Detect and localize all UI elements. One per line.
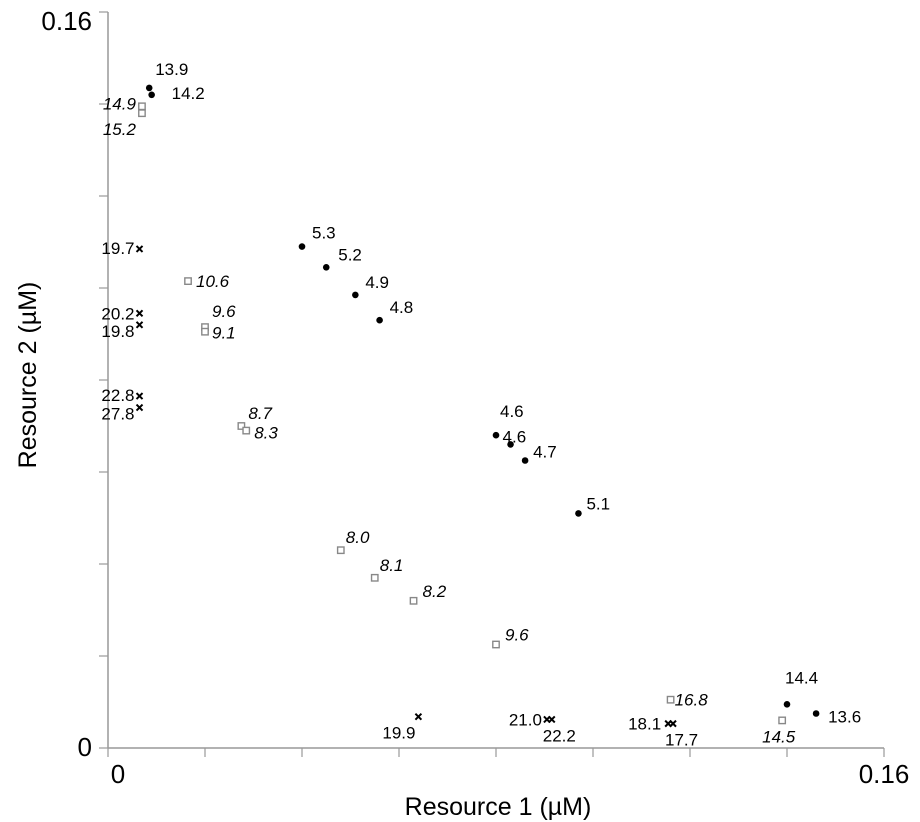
point-label: 22.8 (101, 386, 134, 405)
point-label: 10.6 (196, 272, 230, 291)
point-marker-square (666, 695, 675, 704)
x-tick-label-max: 0.16 (859, 759, 910, 789)
x-axis-ticks (107, 748, 885, 757)
point-marker-x (135, 245, 144, 253)
point-label: 5.3 (312, 224, 336, 243)
point-label: 15.2 (103, 120, 137, 139)
point-label: 14.9 (103, 94, 137, 113)
point-marker-square (138, 102, 146, 111)
point-marker-circle (352, 291, 359, 299)
y-tick-label-min: 0 (78, 732, 92, 762)
y-tick-label-max: 0.16 (41, 6, 92, 36)
point-marker-x (135, 392, 144, 400)
x-tick-label-min: 0 (111, 759, 125, 789)
point-label: 8.7 (248, 404, 272, 423)
axes (99, 11, 885, 757)
point-marker-x (135, 321, 144, 329)
point-marker-circle (575, 510, 582, 517)
point-marker-square (492, 640, 500, 649)
point-marker-circle (298, 243, 306, 250)
point-marker-circle (507, 441, 514, 448)
point-marker-circle (322, 264, 330, 271)
point-marker-square (201, 327, 209, 336)
point-label: 9.6 (212, 302, 236, 321)
point-label: 5.2 (338, 245, 362, 264)
point-marker-square (237, 422, 246, 430)
data-labels: 13.9 14.2 5.35.24.94.8 4.6 4.6 4.7 5.1 14.4 13.6… (101, 60, 861, 750)
point-label: 9.1 (212, 324, 236, 343)
point-marker-square (336, 546, 345, 555)
point-label: 16.8 (675, 691, 709, 710)
point-marker-circle (145, 84, 153, 92)
point-label: 8.3 (254, 424, 278, 443)
y-axis-ticks (99, 11, 108, 749)
y-axis-title: Resource 2 (µM) (14, 282, 42, 469)
point-label: 19.9 (382, 724, 415, 743)
point-label: 14.5 (762, 727, 796, 746)
point-label: 18.1 (628, 715, 661, 734)
point-marker-square (242, 426, 251, 435)
point-marker-x (414, 713, 423, 721)
x-axis-title: Resource 1 (µM) (405, 793, 592, 821)
point-marker-x (135, 403, 144, 412)
point-marker-circle (521, 457, 529, 464)
point-label: 4.9 (365, 273, 389, 292)
point-label: 8.0 (346, 528, 370, 547)
point-marker-square (184, 277, 192, 285)
point-label: 4.7 (533, 443, 557, 462)
point-label: 17.7 (665, 731, 698, 750)
point-marker-circle (783, 701, 791, 708)
point-marker-square (778, 716, 787, 725)
point-marker-circle (148, 91, 155, 99)
point-marker-square (138, 109, 146, 118)
point-label: 19.7 (101, 239, 134, 258)
point-marker-square (370, 573, 379, 582)
point-label: 8.2 (423, 582, 447, 601)
point-marker-circle (812, 710, 820, 717)
point-marker-circle (376, 316, 383, 324)
point-label: 8.1 (380, 556, 404, 575)
point-marker-x (548, 715, 556, 724)
point-label: 21.0 (509, 710, 542, 729)
point-label: 13.9 (155, 60, 188, 79)
point-label: 5.1 (586, 494, 610, 513)
point-label: 4.6 (500, 402, 524, 421)
point-marker-circle (492, 431, 500, 439)
point-label: 14.2 (172, 84, 205, 103)
point-label: 13.6 (828, 708, 861, 727)
point-label: 4.6 (503, 427, 527, 446)
point-label: 4.8 (390, 298, 414, 317)
point-label: 20.2 (101, 304, 134, 323)
point-label: 19.8 (101, 322, 134, 341)
point-marker-x (669, 719, 677, 728)
point-label: 14.4 (785, 668, 818, 687)
point-label: 22.2 (543, 726, 576, 745)
point-marker-square (409, 596, 418, 605)
point-label: 9.6 (505, 626, 529, 645)
data-marks (135, 84, 820, 728)
point-label: 27.8 (101, 405, 134, 424)
point-marker-x (135, 309, 144, 318)
